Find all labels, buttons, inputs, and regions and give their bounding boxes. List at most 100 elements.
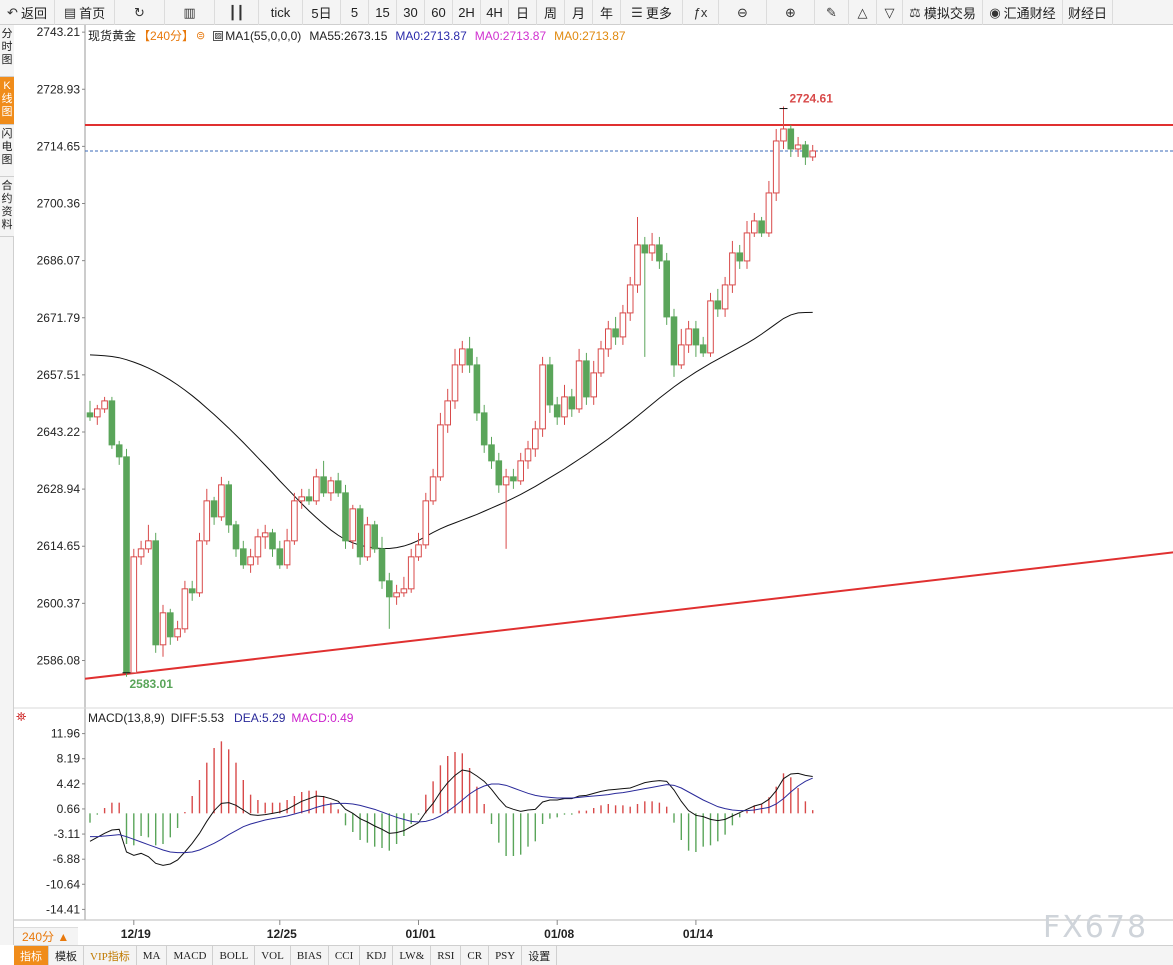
period-4H-button[interactable]: 4H [481, 0, 509, 25]
candle-up [196, 540, 203, 594]
zoom-out-icon: ⊖ [737, 4, 748, 20]
period-5-button[interactable]: 5 [341, 0, 369, 25]
candle-up [743, 232, 751, 262]
candle-down [787, 128, 795, 150]
candle-down [692, 328, 700, 346]
macd-tick-label: -10.64 [46, 877, 80, 891]
candle-down [546, 364, 554, 406]
candle-up [174, 628, 181, 638]
simulated-trade-button[interactable]: ⚖ 模拟交易 [903, 0, 983, 25]
candle-down [188, 588, 196, 594]
price-tick-label: 2686.07 [37, 254, 81, 268]
macd-tick-label: -6.88 [53, 852, 81, 866]
candle-up [780, 128, 787, 142]
indicator-tab-6[interactable]: VOL [255, 946, 291, 965]
triangle-down-button[interactable]: ▽ [877, 0, 903, 25]
left-tab-3[interactable]: 合约资料 [0, 177, 14, 237]
date-tick-label: 01/01 [405, 927, 435, 941]
candle-up [181, 588, 189, 630]
back-icon: ↶ [7, 4, 18, 20]
macd-tick-label: 8.19 [57, 752, 81, 766]
indicator-tab-7[interactable]: BIAS [291, 946, 329, 965]
indicator-tab-2[interactable]: VIP指标 [84, 946, 137, 965]
back-button[interactable]: ↶ 返回 [0, 0, 55, 25]
date-tick-label: 01/14 [683, 927, 713, 941]
indicator-tab-4[interactable]: MACD [167, 946, 214, 965]
period-15-button[interactable]: 15 [369, 0, 397, 25]
zoom-out-button[interactable]: ⊖ [719, 0, 767, 25]
macd-settings-icon[interactable]: ⛯ [16, 709, 27, 724]
triangle-up-button[interactable]: △ [849, 0, 877, 25]
candle-up [721, 284, 729, 310]
candle-up [634, 244, 641, 286]
candle-up [532, 428, 539, 450]
macd-value: MACD:0.49 [291, 711, 354, 725]
candle-up [590, 372, 598, 398]
price-tick-label: 2714.65 [37, 139, 81, 153]
draw-line-button[interactable]: ✎ [815, 0, 849, 25]
period-财经日-button[interactable]: 财经日 [1063, 0, 1113, 25]
candle-up [459, 348, 466, 366]
candle-up [393, 592, 400, 598]
candle-up [101, 400, 108, 410]
candle-down [495, 460, 503, 486]
candlestick-button[interactable]: ┃┃ [215, 0, 259, 25]
formula-button[interactable]: ƒx [683, 0, 719, 25]
indicator-tab-10[interactable]: LW& [393, 946, 432, 965]
indicator-tab-12[interactable]: CR [461, 946, 490, 965]
zoom-in-button[interactable]: ⊕ [767, 0, 815, 25]
candle-up [678, 344, 685, 366]
indicator-tab-14[interactable]: 设置 [522, 946, 558, 965]
candle-down [167, 612, 174, 638]
candle-up [203, 500, 211, 542]
macd-tick-label: -14.41 [46, 902, 80, 916]
toolbar-label: 日 [515, 6, 529, 21]
indicator-tab-3[interactable]: MA [137, 946, 168, 965]
indicator-tab-0[interactable]: 指标 [14, 946, 49, 965]
candle-up [349, 508, 357, 542]
period-5日-button[interactable]: 5日 [303, 0, 341, 25]
candle-down [568, 396, 576, 410]
period-日-button[interactable]: 日 [509, 0, 537, 25]
candle-down [473, 364, 481, 414]
period-60-button[interactable]: 60 [425, 0, 453, 25]
period-30-button[interactable]: 30 [397, 0, 425, 25]
period-tick-button[interactable]: tick [259, 0, 303, 25]
toolbar-label: 更多 [645, 6, 672, 21]
left-tab-0[interactable]: 分时图 [0, 25, 14, 77]
candle-up [772, 140, 780, 194]
period-selector[interactable]: 240分 ▲ [14, 927, 78, 945]
period-年-button[interactable]: 年 [593, 0, 621, 25]
date-tick-label: 01/08 [544, 927, 574, 941]
price-tick-label: 2657.51 [37, 368, 81, 382]
indicator-tab-1[interactable]: 模板 [49, 946, 84, 965]
period-周-button[interactable]: 周 [537, 0, 565, 25]
candle-up [707, 300, 714, 354]
toolbar-label: tick [270, 5, 291, 20]
news-button[interactable]: ◉ 汇通财经 [983, 0, 1063, 25]
indicator-toggle-icon[interactable]: ▨ [213, 30, 224, 41]
indicator-tab-13[interactable]: PSY [489, 946, 523, 965]
indicator-tab-11[interactable]: RSI [431, 946, 462, 965]
left-tab-2[interactable]: 闪电图 [0, 125, 14, 177]
home-button[interactable]: ▤ 首页 [55, 0, 115, 25]
candle-down [232, 524, 240, 550]
indicator-tab-9[interactable]: KDJ [360, 946, 394, 965]
triangle-down-icon: ▽ [884, 4, 895, 20]
indicator-tab-8[interactable]: CCI [329, 946, 361, 965]
toolbar-label: 5日 [311, 6, 332, 21]
macd-legend: MACD(13,8,9) DIFF:5.53 DEA:5.29 MACD:0.4… [88, 711, 353, 725]
candle-down [115, 444, 123, 458]
indicator-tab-5[interactable]: BOLL [213, 946, 256, 965]
bar-chart-button[interactable]: ▥ [165, 0, 215, 25]
settings-gear-icon[interactable]: ⊜ [196, 30, 206, 42]
kline-chart[interactable]: 2743.21 2728.93 2714.65 2700.36 2686.07 2671.… [0, 25, 1173, 945]
period-月-button[interactable]: 月 [565, 0, 593, 25]
refresh-button[interactable]: ↻ [115, 0, 165, 25]
candle-up [502, 476, 510, 486]
period-2H-button[interactable]: 2H [453, 0, 481, 25]
menu-button[interactable]: ☰ 更多 [621, 0, 683, 25]
candle-down [663, 260, 671, 318]
candle-up [247, 556, 254, 566]
